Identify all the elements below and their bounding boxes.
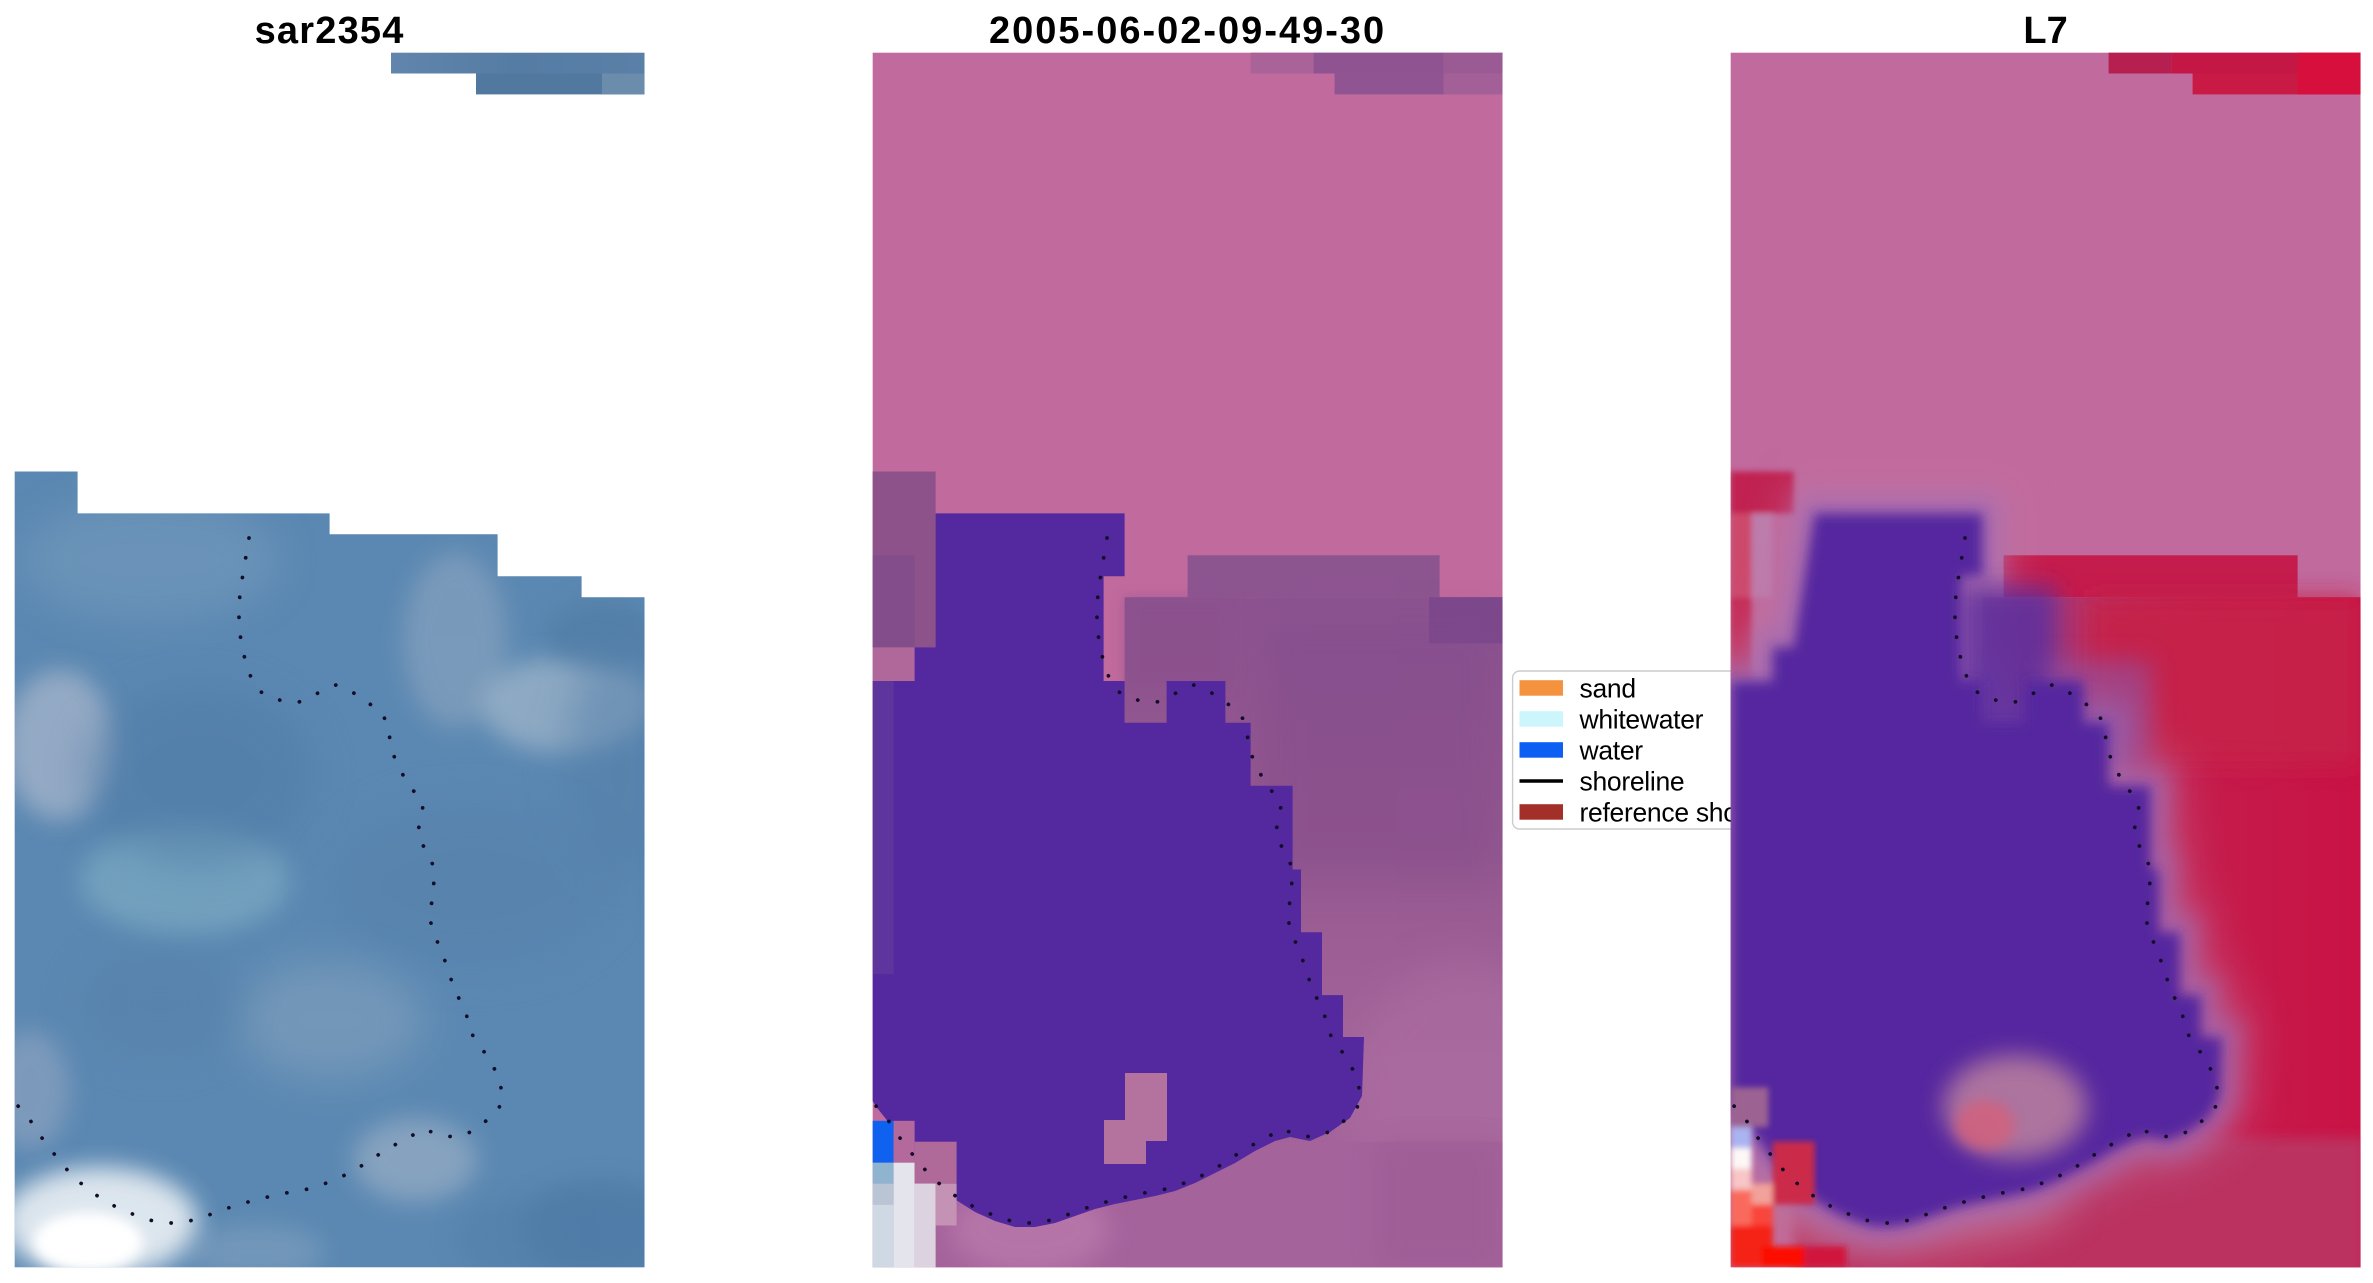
svg-text:whitewater: whitewater — [1579, 705, 1704, 735]
svg-text:shoreline: shoreline — [1580, 767, 1685, 797]
svg-text:sand: sand — [1580, 674, 1636, 704]
svg-text:L7: L7 — [2023, 10, 2067, 52]
svg-text:2005-06-02-09-49-30: 2005-06-02-09-49-30 — [989, 10, 1386, 52]
svg-text:sar2354: sar2354 — [255, 10, 405, 52]
svg-text:water: water — [1579, 736, 1644, 766]
